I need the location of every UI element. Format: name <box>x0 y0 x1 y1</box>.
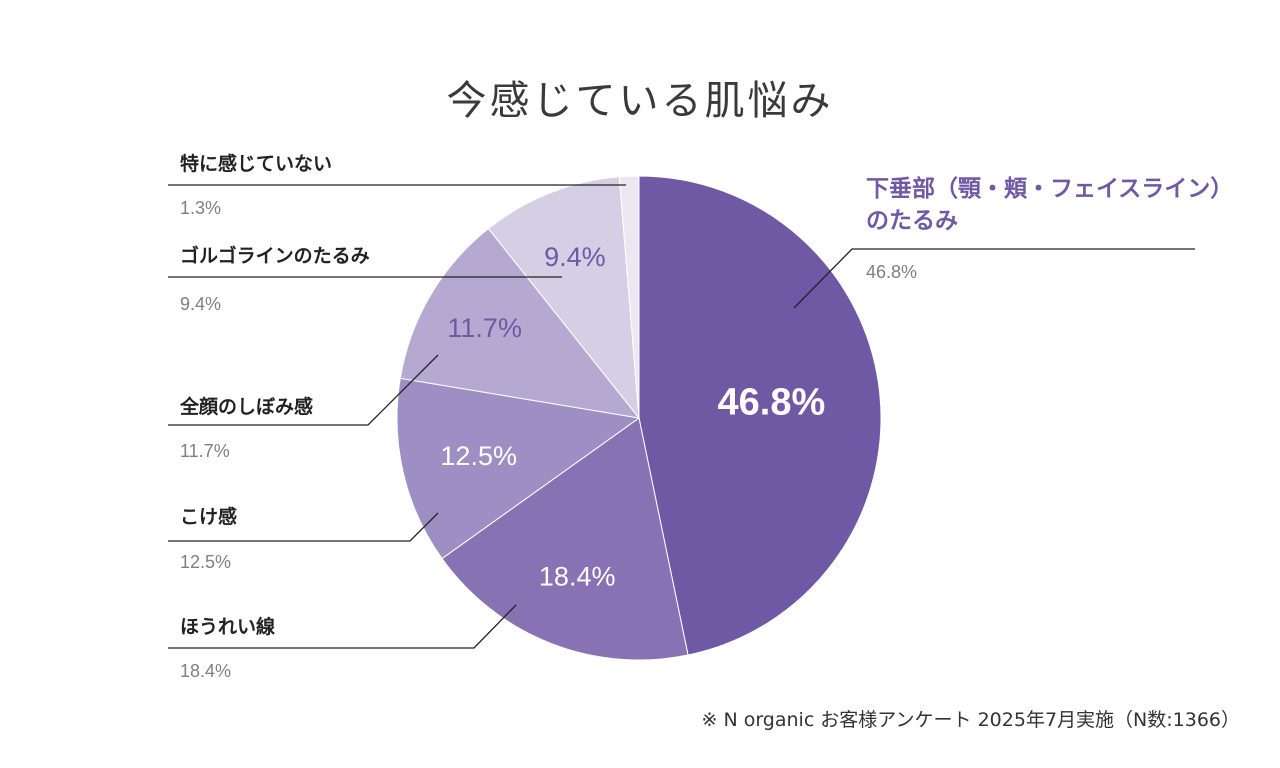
leader-line-2 <box>168 604 517 649</box>
category-label-3: こけ感 <box>180 505 237 528</box>
category-percent-2: 18.4% <box>180 661 231 681</box>
leader-lines <box>168 184 1195 649</box>
leader-line-1 <box>793 248 1195 309</box>
category-percent-5: 9.4% <box>180 294 221 314</box>
slice-value-label-4: 11.7% <box>447 313 522 343</box>
category-percent-6: 1.3% <box>180 198 221 218</box>
chart-title: 今感じている肌悩み <box>447 78 834 124</box>
callout-labels: 下垂部（顎・頬・フェイスライン） のたるみ 46.8% ほうれい線 18.4% こけ感 12… <box>179 152 1233 681</box>
category-percent-4: 11.7% <box>180 441 230 461</box>
category-label-1-line-2: のたるみ <box>866 208 958 234</box>
leader-line-4 <box>168 354 439 426</box>
pie-slice-2 <box>441 417 689 661</box>
pie-slice-4 <box>399 227 641 419</box>
survey-footnote: ※ N organic お客様アンケート 2025年7月実施（N数:1366） <box>701 709 1240 731</box>
category-percent-3: 12.5% <box>180 552 231 572</box>
slice-value-label-2: 18.4% <box>539 562 616 592</box>
category-label-1-line-1: 下垂部（顎・頬・フェイスライン） <box>866 175 1233 202</box>
pie-slice-3 <box>396 377 641 560</box>
slice-value-label-3: 12.5% <box>440 441 517 471</box>
pie-slice-6 <box>618 175 640 419</box>
pie-slices <box>396 175 882 661</box>
leader-line-3 <box>168 512 439 542</box>
pie-slice-5 <box>487 176 640 420</box>
category-label-6: 特に感じていない <box>180 152 332 175</box>
slice-value-label-1: 46.8% <box>718 381 826 423</box>
slice-value-labels: 46.8% 18.4% 12.5% 11.7% 9.4% <box>440 242 825 592</box>
category-label-5: ゴルゴラインのたるみ <box>180 244 370 267</box>
category-label-4: 全顔のしぼみ感 <box>179 395 313 418</box>
slice-value-label-5: 9.4% <box>544 242 606 272</box>
category-label-2: ほうれい線 <box>180 615 275 638</box>
pie-slice-1 <box>638 175 882 656</box>
category-percent-1: 46.8% <box>866 262 917 282</box>
